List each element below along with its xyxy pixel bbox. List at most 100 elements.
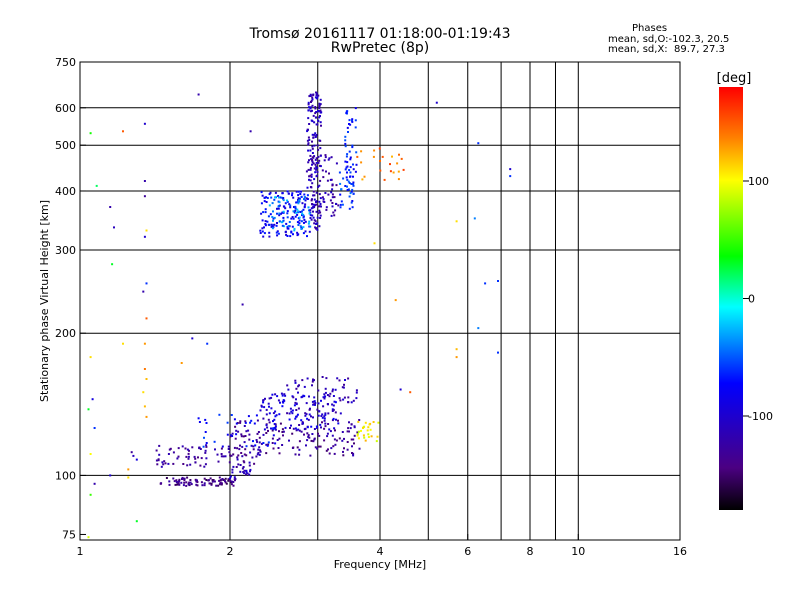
data-point [313,194,316,197]
data-point [222,479,225,481]
data-point [311,133,314,136]
data-point [347,401,350,404]
data-point [260,191,263,194]
data-point [315,167,318,169]
data-point [292,210,295,213]
data-point [276,212,278,215]
data-point [257,448,260,451]
data-point [339,206,342,209]
data-point [326,179,329,182]
data-point [306,235,308,238]
data-point [286,200,289,203]
data-point [91,398,94,401]
x-tick-label: 2 [227,545,234,558]
data-point [286,216,289,219]
data-point [355,397,358,400]
data-point [276,439,279,441]
data-point [265,443,268,446]
data-point [320,124,322,127]
data-point [266,220,269,223]
data-point [286,225,289,228]
data-point [323,415,326,418]
data-point [268,397,271,400]
data-point [345,166,348,169]
data-point [159,482,162,485]
data-point [348,150,351,153]
data-point [313,178,316,181]
data-point [265,424,268,427]
data-point [339,193,342,196]
data-point [238,448,241,451]
data-point [183,481,186,484]
data-point [180,362,183,364]
data-point [293,206,295,208]
data-point [292,196,295,199]
data-point [294,453,297,456]
data-point [311,104,314,107]
data-point [287,225,290,228]
data-point [265,432,268,434]
data-point [298,216,301,219]
data-point [204,418,207,421]
data-point [229,475,232,478]
data-point [183,477,186,480]
data-point [282,199,285,202]
x-tick-label: 16 [673,545,687,558]
data-point [308,106,310,109]
data-point [274,393,277,396]
data-point [306,130,309,133]
data-point [250,444,253,447]
data-point [324,422,327,425]
data-point [319,103,322,106]
data-point [204,463,207,466]
data-point [291,412,294,415]
data-point [278,214,281,217]
data-point [203,465,206,468]
data-point [304,203,307,206]
data-point [309,407,311,410]
data-point [349,123,352,126]
data-point [197,417,200,420]
data-point [346,430,349,433]
data-point [274,415,277,418]
colorbar [719,87,743,510]
data-point [257,431,260,433]
data-point [323,419,326,422]
data-point [315,425,318,428]
data-point [318,225,321,228]
data-point [308,138,311,141]
data-point [234,425,237,428]
chart-title: Tromsø 20161117 01:18:00-01:19:43 [249,26,511,42]
data-point [217,460,220,463]
data-point [352,181,355,184]
data-point [268,204,271,207]
y-tick-label: 600 [55,102,76,115]
data-point [309,217,312,219]
data-point [286,190,289,193]
data-point [217,484,220,487]
data-point [243,461,246,464]
data-point [203,477,206,480]
data-point [224,455,227,458]
data-point [297,190,300,193]
data-point [305,170,308,173]
data-point [344,379,346,381]
data-point [368,423,371,426]
data-point [310,439,313,442]
data-point [256,440,258,443]
data-point [277,207,280,210]
data-point [435,101,438,104]
data-point [291,225,294,228]
data-point [209,482,212,485]
data-point [297,428,300,431]
data-point [346,161,349,164]
x-axis-label: Frequency [MHz] [334,558,426,571]
data-point [271,224,274,227]
data-point [200,481,203,484]
data-point [276,207,278,210]
data-point [376,435,379,438]
data-point [294,381,297,384]
data-point [198,421,201,423]
data-point [122,130,124,133]
